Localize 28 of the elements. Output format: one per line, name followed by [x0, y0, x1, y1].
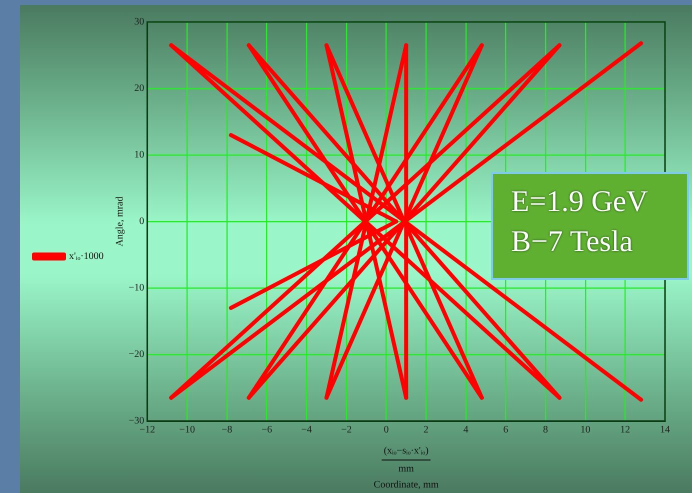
- y-tick-label: 10: [134, 150, 144, 161]
- annotation: B−7 Tesla: [511, 224, 634, 260]
- x-tick-label: 8: [543, 424, 548, 436]
- text: mm: [398, 464, 414, 475]
- x-tick-label: −6: [261, 424, 272, 436]
- y-axis-title: Angle, mrad: [114, 196, 126, 246]
- annotation: E=1.9 GeV: [511, 184, 649, 220]
- y-tick-label: 30: [134, 16, 144, 28]
- y-tick-label: −10: [128, 282, 144, 294]
- y-tick-label: −20: [128, 349, 144, 360]
- y-tick-label: −30: [128, 416, 144, 427]
- y-tick-label: 0: [139, 216, 144, 228]
- x-tick-label: −2: [341, 424, 352, 436]
- x-tick-label: −10: [179, 424, 195, 436]
- x-tick-label: 2: [424, 424, 429, 436]
- x-tick-label: −8: [222, 424, 232, 436]
- x-axis-title: Coordinate, mm: [374, 480, 439, 491]
- x-tick-label: −4: [301, 424, 312, 436]
- x-tick-label: 14: [660, 424, 670, 436]
- legend-label: x'ᵢₒ·1000: [69, 251, 104, 262]
- x-tick-label: 0: [384, 424, 389, 436]
- x-tick-label: 10: [580, 424, 590, 436]
- x-tick-label: 4: [463, 424, 468, 436]
- x-tick-label: −12: [139, 424, 156, 436]
- text: (xᵢₒ−sᵢₒ·x'ᵢₒ): [384, 446, 429, 457]
- x-tick-label: 12: [620, 424, 630, 436]
- y-tick-label: 20: [134, 83, 144, 94]
- x-tick-label: 6: [503, 424, 508, 436]
